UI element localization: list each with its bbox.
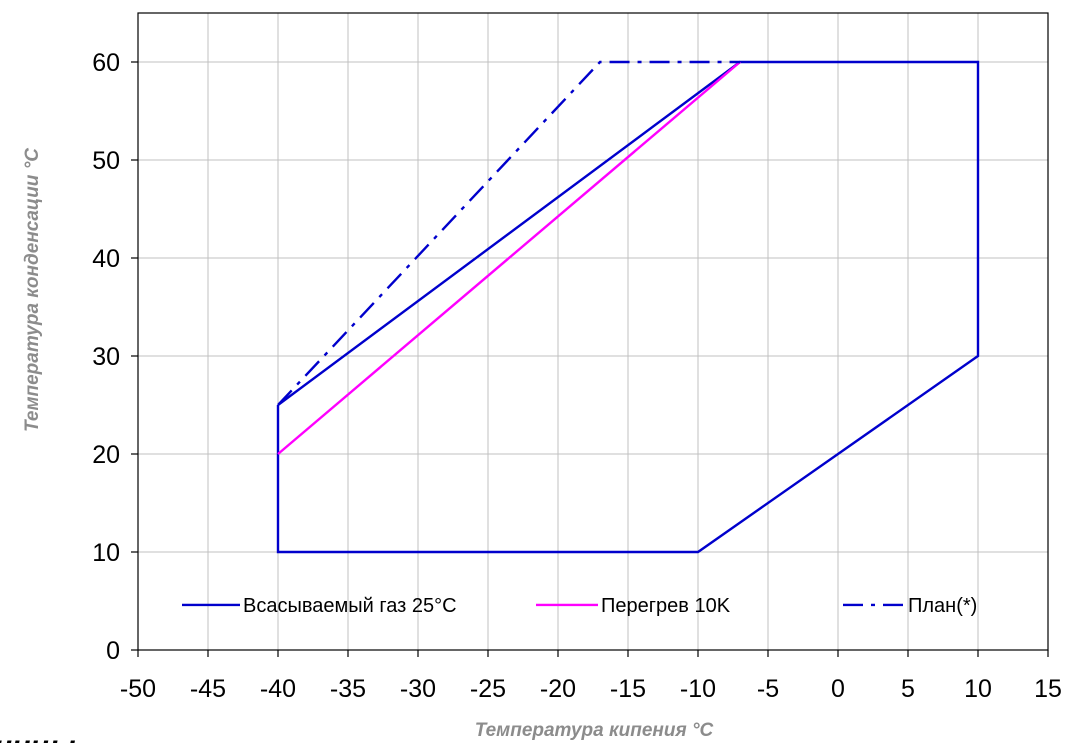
x-tick-label: -5 bbox=[757, 675, 779, 703]
y-tick-label: 20 bbox=[92, 441, 120, 469]
x-tick-label: 0 bbox=[831, 675, 845, 703]
x-tick-label: -45 bbox=[190, 675, 226, 703]
clipped-page-text: ницы bbox=[0, 730, 76, 743]
x-tick-label: -15 bbox=[610, 675, 646, 703]
series-group bbox=[276, 60, 980, 554]
x-tick-label: -10 bbox=[680, 675, 716, 703]
legend-label-2: Перегрев 10K bbox=[601, 595, 731, 617]
y-axis-title: Температура конденсации °C bbox=[22, 148, 43, 432]
x-tick-label: -30 bbox=[400, 675, 436, 703]
plot-frame bbox=[137, 12, 1049, 651]
x-tick-label: -40 bbox=[260, 675, 296, 703]
legend-label-3: План(*) bbox=[908, 595, 977, 617]
legend-label-1: Всасываемый газ 25°C bbox=[243, 595, 457, 617]
x-tick-label: -25 bbox=[470, 675, 506, 703]
x-tick-label: 10 bbox=[964, 675, 992, 703]
y-tick-label: 0 bbox=[106, 637, 120, 665]
y-tick-label: 60 bbox=[92, 49, 120, 77]
axes: -50 -45 -40 -35 -30 -25 -20 -15 -10 -5 0 5 10 1501020… bbox=[92, 49, 1062, 703]
series-line-2 bbox=[277, 61, 741, 455]
x-tick-label: 5 bbox=[901, 675, 915, 703]
y-tick-label: 30 bbox=[92, 343, 120, 371]
x-tick-label: 15 bbox=[1034, 675, 1062, 703]
y-tick-label: 40 bbox=[92, 245, 120, 273]
y-tick-label: 50 bbox=[92, 147, 120, 175]
legend: Всасываемый газ 25°C Перегрев 10K План(*) bbox=[182, 595, 977, 617]
series-line-3 bbox=[277, 60, 740, 406]
x-tick-label: -50 bbox=[120, 675, 156, 703]
x-axis-title: Температура кипения °C bbox=[475, 720, 714, 741]
y-tick-label: 10 bbox=[92, 539, 120, 567]
x-tick-label: -20 bbox=[540, 675, 576, 703]
x-tick-label: -35 bbox=[330, 675, 366, 703]
